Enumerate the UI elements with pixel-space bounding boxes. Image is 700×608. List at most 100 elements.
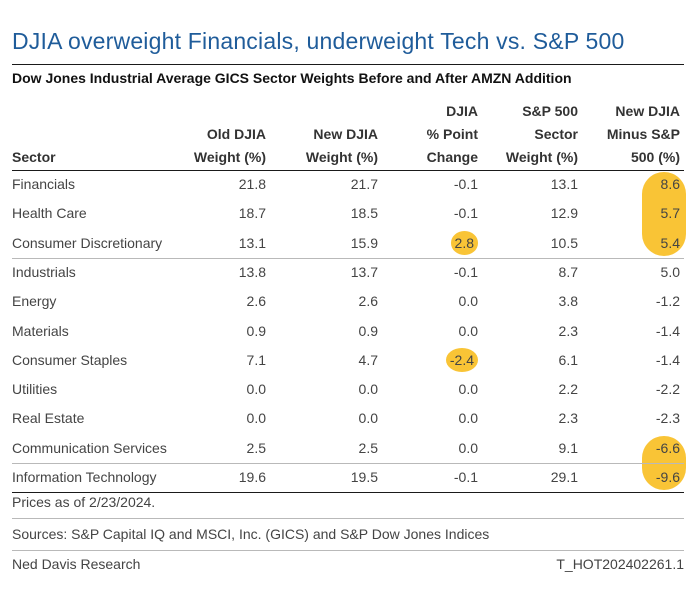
header-old-djia: Old DJIA Weight (%)	[194, 100, 266, 169]
table-row: Consumer Staples 7.1 4.7 -2.4 6.1 -1.4	[12, 346, 684, 375]
footnote-rule-2	[12, 550, 684, 551]
cell-value: -0.1	[453, 469, 478, 485]
cell-value: 0.0	[458, 410, 478, 427]
cell-value: Real Estate	[12, 410, 85, 427]
cell-djia-change: 2.8	[450, 229, 478, 258]
cell-value: Industrials	[12, 263, 76, 280]
cell-djia-change: 0.0	[459, 404, 478, 433]
header-line	[306, 100, 378, 123]
table-row: Energy 2.6 2.6 0.0 3.8 -1.2	[12, 287, 684, 316]
cell-value: 2.5	[246, 439, 266, 456]
cell-sp500-weight: 13.1	[551, 170, 578, 199]
cell-value: 8.7	[558, 263, 578, 280]
cell-new-djia: 15.9	[351, 229, 378, 258]
cell-value: 0.0	[246, 410, 266, 427]
header-line: Weight (%)	[505, 149, 578, 165]
cell-old-djia: 0.0	[247, 375, 266, 404]
header-djia-minus-sp500: New DJIA Minus S&P 500 (%)	[607, 100, 680, 169]
highlight-group	[642, 435, 686, 491]
cell-value: Utilities	[12, 381, 58, 398]
header-line: New DJIA	[615, 103, 680, 119]
header-line: New DJIA	[313, 126, 378, 142]
cell-value: 2.3	[558, 410, 578, 427]
table-row: Communication Services 2.5 2.5 0.0 9.1 -6.6	[12, 434, 684, 463]
cell-value: 6.1	[558, 351, 578, 368]
cell-djia-minus-sp500: -2.2	[656, 375, 680, 404]
row-divider	[12, 463, 684, 464]
header-sp500-weight: S&P 500 Sector Weight (%)	[506, 100, 578, 169]
cell-value: 13.7	[350, 263, 378, 280]
cell-old-djia: 13.1	[239, 229, 266, 258]
cell-old-djia: 0.0	[247, 404, 266, 433]
cell-djia-minus-sp500: 5.4	[661, 229, 680, 258]
cell-new-djia: 4.7	[359, 346, 378, 375]
cell-value: 13.1	[550, 176, 578, 192]
cell-value: 2.6	[358, 293, 378, 310]
cell-value: -1.2	[655, 293, 680, 310]
cell-value: Communication Services	[12, 439, 167, 456]
cell-sp500-weight: 2.2	[559, 375, 578, 404]
cell-sp500-weight: 3.8	[559, 287, 578, 316]
footnote-rule-1	[12, 518, 684, 519]
cell-new-djia: 0.0	[359, 375, 378, 404]
cell-sp500-weight: 8.7	[559, 258, 578, 287]
cell-value: 0.0	[246, 381, 266, 398]
table-row: Utilities 0.0 0.0 0.0 2.2 -2.2	[12, 375, 684, 404]
header-new-djia: New DJIA Weight (%)	[306, 100, 378, 169]
cell-djia-change: -0.1	[454, 258, 478, 287]
cell-value: Energy	[12, 293, 57, 310]
chart-subtitle: Dow Jones Industrial Average GICS Sector…	[12, 70, 572, 86]
cell-sector: Financials	[12, 170, 75, 199]
cell-value: -1.4	[655, 351, 680, 368]
cell-value: Information Technology	[12, 469, 157, 485]
cell-value: 12.9	[550, 205, 578, 222]
cell-new-djia: 18.5	[351, 199, 378, 228]
cell-value: Materials	[12, 322, 69, 339]
table-row: Consumer Discretionary 13.1 15.9 2.8 10.5 5.4	[12, 229, 684, 258]
header-line: Weight (%)	[193, 149, 266, 165]
cell-value: 18.7	[238, 205, 266, 222]
header-line: Change	[426, 149, 478, 165]
header-line: Sector	[12, 149, 56, 165]
cell-old-djia: 18.7	[239, 199, 266, 228]
cell-sector: Real Estate	[12, 404, 84, 433]
cell-new-djia: 21.7	[351, 170, 378, 199]
table-bottom-rule	[12, 492, 684, 494]
cell-value: 0.0	[458, 381, 478, 398]
table-row: Real Estate 0.0 0.0 0.0 2.3 -2.3	[12, 404, 684, 433]
cell-value: 5.4	[660, 234, 680, 251]
footnote-sources: Sources: S&P Capital IQ and MSCI, Inc. (…	[12, 526, 490, 542]
cell-djia-minus-sp500: -1.4	[656, 317, 680, 346]
cell-djia-minus-sp500: 5.7	[661, 199, 680, 228]
cell-sector: Information Technology	[12, 463, 157, 492]
cell-sp500-weight: 9.1	[559, 434, 578, 463]
cell-sector: Utilities	[12, 375, 57, 404]
header-djia-change: DJIA % Point Change	[427, 100, 478, 169]
cell-djia-minus-sp500: -1.4	[656, 346, 680, 375]
cell-sector: Health Care	[12, 199, 87, 228]
header-line	[12, 123, 56, 146]
cell-value: 5.7	[660, 205, 680, 222]
cell-old-djia: 2.6	[247, 287, 266, 316]
cell-sector: Consumer Staples	[12, 346, 127, 375]
highlight-group	[642, 172, 686, 256]
cell-new-djia: 0.0	[359, 404, 378, 433]
cell-value: -0.1	[453, 263, 478, 280]
cell-sp500-weight: 6.1	[559, 346, 578, 375]
cell-value: 5.0	[660, 263, 680, 280]
header-rule	[12, 170, 684, 171]
header-line: Minus S&P	[606, 126, 680, 142]
cell-value: 0.9	[358, 322, 378, 339]
cell-value: 2.8	[450, 230, 478, 255]
header-line: Sector	[534, 126, 578, 142]
cell-value: 7.1	[246, 351, 266, 368]
cell-value: 2.2	[558, 381, 578, 398]
cell-value: Health Care	[12, 205, 87, 222]
cell-value: 10.5	[550, 234, 578, 251]
cell-value: -0.1	[453, 205, 478, 222]
cell-djia-minus-sp500: 8.6	[661, 170, 680, 199]
header-line	[194, 100, 266, 123]
header-line: Old DJIA	[206, 126, 266, 142]
footnote-prices: Prices as of 2/23/2024.	[12, 494, 156, 510]
cell-value: 2.6	[246, 293, 266, 310]
